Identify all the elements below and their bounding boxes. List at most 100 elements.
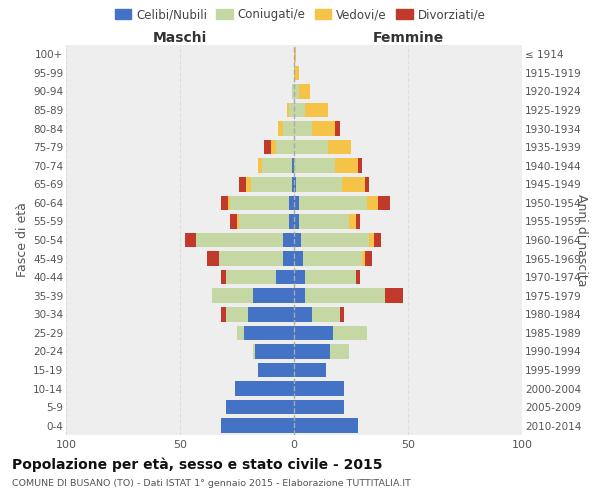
Bar — [374, 233, 380, 247]
Bar — [303, 252, 362, 266]
Bar — [294, 252, 303, 266]
Bar — [226, 400, 294, 414]
Bar — [246, 177, 251, 192]
Bar — [362, 252, 365, 266]
Bar — [340, 307, 344, 322]
Bar — [262, 158, 292, 173]
Bar — [283, 233, 294, 247]
Bar — [287, 103, 289, 117]
Bar — [239, 177, 246, 192]
Bar — [283, 122, 294, 136]
Bar — [294, 47, 296, 62]
Bar — [294, 177, 296, 192]
Bar — [312, 307, 340, 322]
Bar — [299, 214, 349, 228]
Bar — [299, 196, 367, 210]
Bar — [294, 363, 326, 377]
Bar — [294, 103, 305, 117]
Bar — [221, 196, 228, 210]
Bar — [255, 344, 294, 358]
Bar — [257, 363, 294, 377]
Bar — [196, 233, 283, 247]
Text: COMUNE DI BUSANO (TO) - Dati ISTAT 1° gennaio 2015 - Elaborazione TUTTITALIA.IT: COMUNE DI BUSANO (TO) - Dati ISTAT 1° ge… — [12, 479, 411, 488]
Bar — [292, 158, 294, 173]
Bar — [230, 214, 237, 228]
Bar — [333, 326, 367, 340]
Bar — [235, 382, 294, 396]
Bar — [312, 122, 335, 136]
Bar — [208, 252, 219, 266]
Bar — [283, 252, 294, 266]
Bar — [294, 214, 299, 228]
Bar — [278, 122, 283, 136]
Bar — [328, 140, 351, 154]
Bar — [335, 122, 340, 136]
Bar — [379, 196, 390, 210]
Bar — [289, 103, 294, 117]
Bar — [226, 270, 276, 284]
Bar — [296, 177, 342, 192]
Bar — [305, 103, 328, 117]
Bar — [237, 326, 244, 340]
Bar — [294, 66, 299, 80]
Text: Popolazione per età, sesso e stato civile - 2015: Popolazione per età, sesso e stato civil… — [12, 458, 383, 472]
Bar — [342, 177, 365, 192]
Bar — [349, 214, 356, 228]
Bar — [253, 288, 294, 303]
Bar — [294, 382, 344, 396]
Bar — [294, 418, 358, 433]
Bar — [221, 270, 226, 284]
Bar — [226, 307, 248, 322]
Y-axis label: Anni di nascita: Anni di nascita — [575, 194, 589, 286]
Bar — [185, 233, 196, 247]
Bar — [253, 344, 255, 358]
Bar — [294, 122, 312, 136]
Bar — [294, 233, 301, 247]
Bar — [385, 288, 403, 303]
Y-axis label: Fasce di età: Fasce di età — [16, 202, 29, 278]
Bar — [271, 140, 276, 154]
Bar — [299, 84, 310, 98]
Bar — [294, 400, 344, 414]
Bar — [294, 158, 335, 173]
Bar — [294, 344, 331, 358]
Bar — [294, 140, 328, 154]
Bar — [301, 233, 369, 247]
Bar — [276, 140, 294, 154]
Bar — [221, 307, 226, 322]
Bar — [367, 196, 379, 210]
Bar — [294, 270, 305, 284]
Bar — [237, 214, 239, 228]
Bar — [239, 214, 289, 228]
Bar — [221, 418, 294, 433]
Bar — [294, 196, 299, 210]
Bar — [305, 288, 385, 303]
Bar — [230, 196, 289, 210]
Bar — [276, 270, 294, 284]
Bar — [248, 307, 294, 322]
Bar — [356, 214, 360, 228]
Bar — [365, 177, 369, 192]
Bar — [251, 177, 292, 192]
Legend: Celibi/Nubili, Coniugati/e, Vedovi/e, Divorziati/e: Celibi/Nubili, Coniugati/e, Vedovi/e, Di… — [110, 4, 490, 26]
Bar — [289, 214, 294, 228]
Text: Femmine: Femmine — [373, 31, 443, 45]
Bar — [358, 158, 362, 173]
Bar — [219, 252, 283, 266]
Bar — [369, 233, 374, 247]
Bar — [257, 158, 262, 173]
Bar — [228, 196, 230, 210]
Bar — [292, 177, 294, 192]
Bar — [265, 140, 271, 154]
Bar — [294, 84, 299, 98]
Bar — [294, 307, 312, 322]
Bar — [294, 288, 305, 303]
Bar — [365, 252, 371, 266]
Bar — [292, 84, 294, 98]
Bar — [335, 158, 358, 173]
Bar — [356, 270, 360, 284]
Bar — [305, 270, 356, 284]
Bar — [244, 326, 294, 340]
Bar — [331, 344, 349, 358]
Text: Maschi: Maschi — [153, 31, 207, 45]
